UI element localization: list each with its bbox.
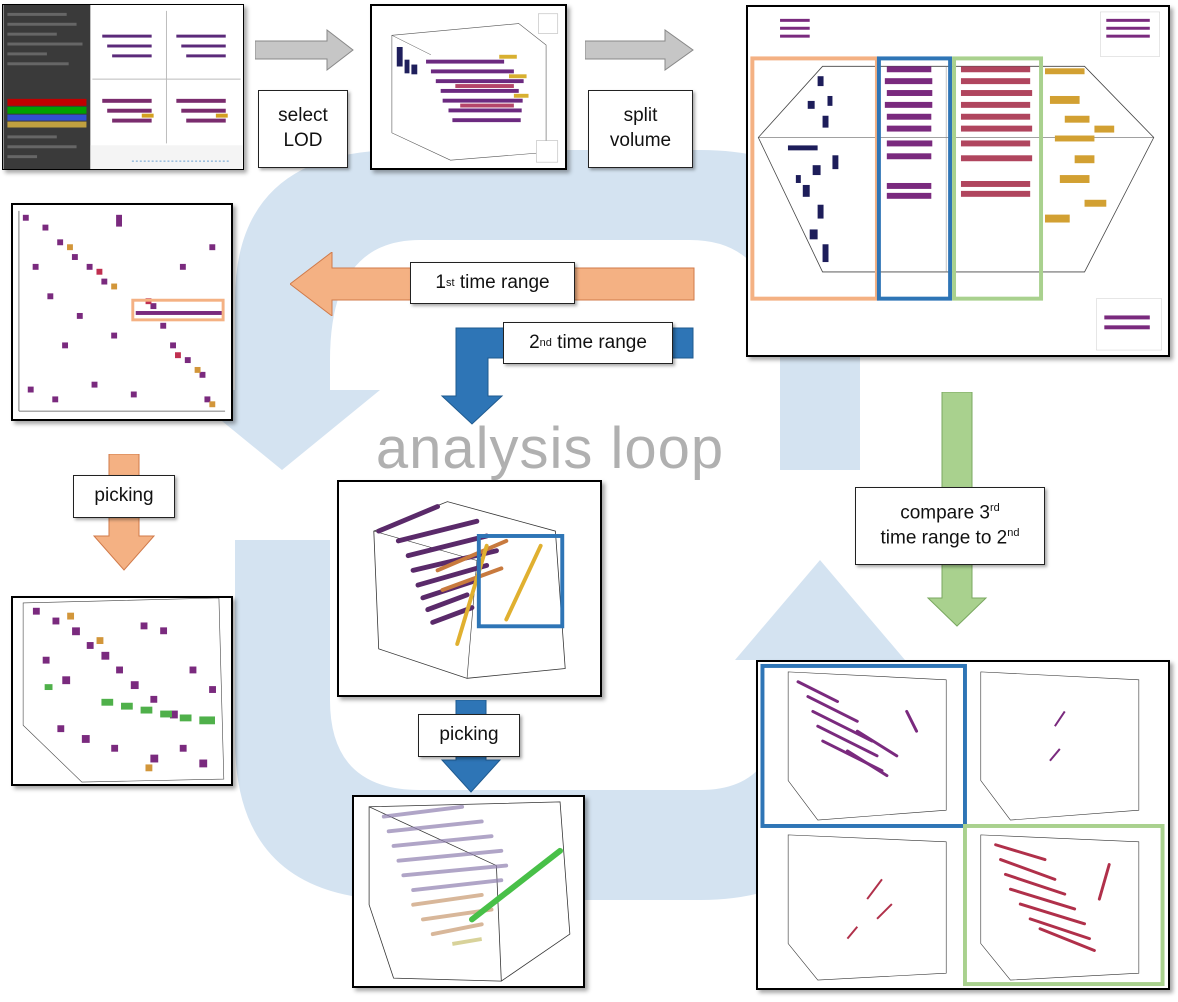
software-ui-screenshot xyxy=(2,4,244,170)
split-volume-text: split volume xyxy=(609,105,672,151)
lod-3d-view xyxy=(370,4,567,170)
arrow-to-split xyxy=(585,29,694,71)
second-time-range-num: 2 xyxy=(529,331,540,353)
compare-line-1: compare 3rd xyxy=(900,501,1000,526)
comparison-render xyxy=(760,663,1165,987)
split-volume-view xyxy=(746,5,1170,357)
compare-line-2-sup: nd xyxy=(1007,527,1020,539)
compare-line-2-text: time range to 2 xyxy=(880,527,1008,549)
picking-center-render xyxy=(368,801,571,982)
time-range-3d-view xyxy=(337,480,602,697)
split-volume-render xyxy=(750,11,1162,351)
split-volume-label: split volume xyxy=(588,90,693,168)
picking-result-center xyxy=(352,795,585,988)
ui-thumbnail xyxy=(3,5,243,169)
time-range-render xyxy=(373,501,566,679)
comparison-grid-view xyxy=(756,660,1170,990)
second-time-range-text: time range xyxy=(551,331,647,353)
lod-volume-render xyxy=(391,13,559,163)
first-time-range-sup: st xyxy=(445,276,455,289)
picking-center-text: picking xyxy=(439,724,499,746)
loop-title: analysis loop xyxy=(375,416,725,481)
compare-line-2: time range to 2nd xyxy=(881,526,1020,551)
picking-left-label: picking xyxy=(73,475,175,518)
matrix-render xyxy=(18,210,226,412)
picking-left-text: picking xyxy=(94,485,154,507)
compare-label: compare 3rd time range to 2nd xyxy=(855,487,1045,565)
arrow-to-lod xyxy=(255,28,354,72)
picking-center-label: picking xyxy=(418,714,520,757)
select-lod-text: select LOD xyxy=(278,105,328,151)
first-time-range-text: time range xyxy=(454,271,550,293)
picking-left-render xyxy=(22,598,225,783)
second-time-range-sup: nd xyxy=(539,336,552,349)
first-time-range-num: 1 xyxy=(435,271,446,293)
compare-line-1-sup: rd xyxy=(990,501,1000,514)
picking-result-left xyxy=(11,596,233,786)
compare-line-1-text: compare 3 xyxy=(900,502,990,524)
matrix-view xyxy=(11,203,233,421)
select-lod-label: select LOD xyxy=(258,90,348,168)
